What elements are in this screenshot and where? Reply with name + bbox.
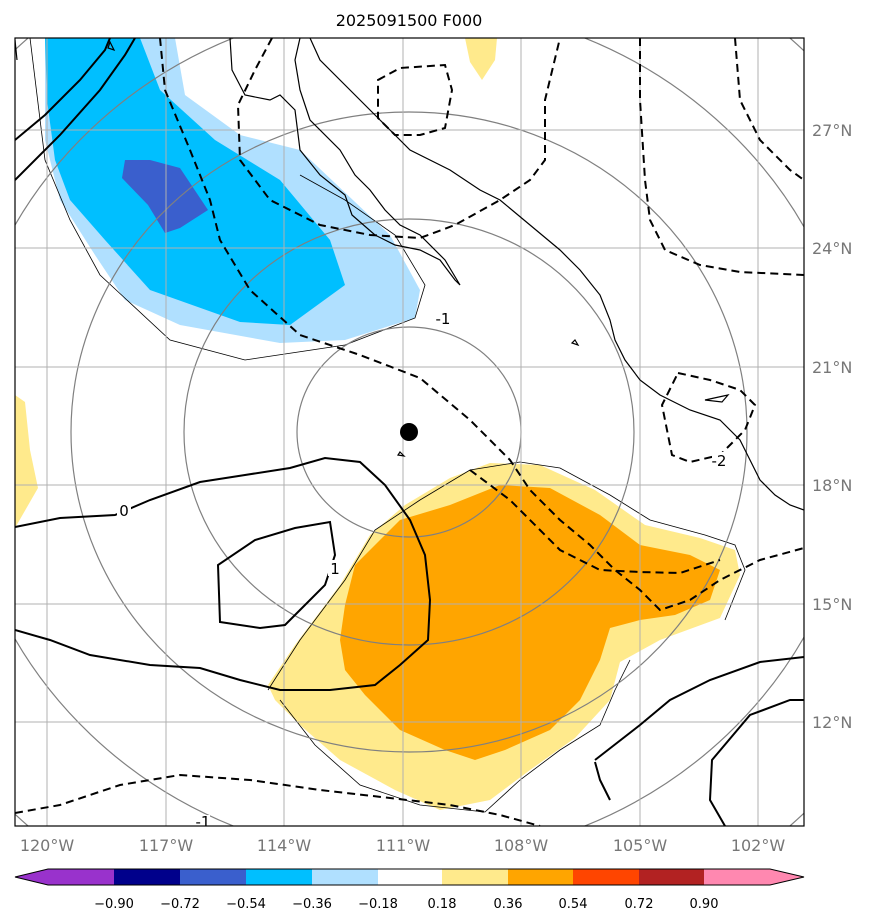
colorbar-segment [246, 869, 312, 885]
storm-center-marker [400, 423, 418, 441]
lon-label: 117°W [139, 836, 194, 855]
colorbar-right-extension [770, 869, 804, 885]
colorbar-tick-label: 0.36 [494, 897, 523, 912]
colorbar-segment [378, 869, 442, 885]
contour-label: -1 [196, 813, 211, 831]
colorbar-segment [573, 869, 639, 885]
lon-label: 111°W [376, 836, 431, 855]
lat-label: 15°N [812, 595, 852, 614]
colorbar-tick-label: 0.54 [559, 897, 588, 912]
colorbar-segment [442, 869, 508, 885]
lat-label: 24°N [812, 239, 852, 258]
colorbar-segment [639, 869, 704, 885]
lon-label: 105°W [613, 836, 668, 855]
lon-label: 114°W [257, 836, 312, 855]
colorbar-tick-label: −0.36 [292, 897, 332, 912]
coastlines [15, 38, 804, 511]
colorbar-outline [14, 868, 805, 886]
colorbar-tick-label: −0.72 [160, 897, 200, 912]
thin-outline-contours [29, 38, 746, 813]
colorbar-segment [114, 869, 180, 885]
colorbar-segment [180, 869, 246, 885]
colorbar-tick-label: 0.72 [625, 897, 654, 912]
colorbar-tick-label: −0.18 [358, 897, 398, 912]
negative-anomaly-dark-fill [122, 160, 208, 233]
lon-label: 120°W [20, 836, 75, 855]
lon-label: 108°W [494, 836, 549, 855]
contour-label: 0 [119, 502, 129, 520]
positive-anomaly-medium-fill [340, 485, 720, 760]
colorbar-segment [312, 869, 378, 885]
positive-anomaly-top-patch [465, 38, 497, 80]
negative-anomaly-medium-fill [45, 38, 345, 325]
lat-label: 27°N [812, 121, 852, 140]
latitude-labels: 27°N 24°N 21°N 18°N 15°N 12°N [812, 121, 852, 732]
map-frame [14, 37, 805, 827]
graticule [15, 38, 804, 826]
colorbar: −0.90 −0.72 −0.54 −0.36 −0.18 0.18 0.36 … [14, 868, 805, 912]
colorbar-tick-label: 0.18 [428, 897, 457, 912]
contour-labels: -1 -2 0 1 -1 [117, 310, 727, 831]
contour-label: 1 [330, 560, 340, 578]
map-title: 2025091500 F000 [336, 11, 483, 30]
colorbar-segment [508, 869, 573, 885]
dashed-contours [15, 38, 804, 826]
lon-label: 102°W [731, 836, 786, 855]
colorbar-left-extension [15, 869, 48, 885]
positive-anomaly-left-patch [15, 395, 38, 528]
lat-label: 18°N [812, 476, 852, 495]
contour-label: -1 [436, 310, 451, 328]
longitude-labels: 120°W 117°W 114°W 111°W 108°W 105°W 102°… [20, 836, 786, 855]
contour-label: -2 [712, 452, 727, 470]
lat-label: 12°N [812, 713, 852, 732]
solid-contours [15, 38, 804, 826]
colorbar-tick-label: 0.90 [690, 897, 719, 912]
colorbar-segment [48, 869, 114, 885]
colorbar-segment [704, 869, 770, 885]
colorbar-tick-label: −0.90 [94, 897, 134, 912]
colorbar-tick-label: −0.54 [226, 897, 266, 912]
lat-label: 21°N [812, 358, 852, 377]
